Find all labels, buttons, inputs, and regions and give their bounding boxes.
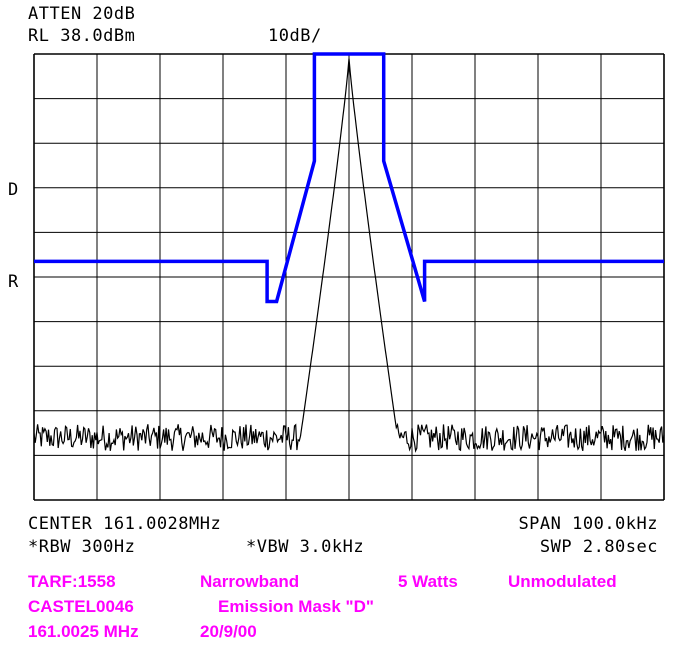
center-frequency-label: CENTER 161.0028MHz bbox=[28, 514, 222, 534]
sweep-time-label: SWP 2.80sec bbox=[539, 537, 658, 557]
reference-level-label: RL 38.0dBm bbox=[28, 26, 136, 46]
band-label: Narrowband bbox=[200, 572, 300, 591]
tarf-label: TARF:1558 bbox=[28, 572, 116, 591]
spectrum-trace bbox=[33, 58, 665, 453]
span-label: SPAN 100.0kHz bbox=[518, 514, 658, 534]
graticule bbox=[33, 53, 665, 501]
reference-marker-r: R bbox=[8, 272, 19, 292]
scale-label: 10dB/ bbox=[268, 26, 322, 46]
date-label: 20/9/00 bbox=[200, 622, 257, 641]
vbw-label: *VBW 3.0kHz bbox=[246, 537, 365, 557]
display-line-marker-d: D bbox=[8, 180, 19, 200]
frequency-label: 161.0025 MHz bbox=[28, 622, 139, 641]
emission-mask-line bbox=[34, 52, 664, 304]
mask-name-label: Emission Mask "D" bbox=[218, 597, 374, 616]
power-label: 5 Watts bbox=[398, 572, 458, 591]
attenuation-label: ATTEN 20dB bbox=[28, 4, 136, 24]
station-label: CASTEL0046 bbox=[28, 597, 134, 616]
modulation-label: Unmodulated bbox=[508, 572, 617, 591]
rbw-label: *RBW 300Hz bbox=[28, 537, 136, 557]
